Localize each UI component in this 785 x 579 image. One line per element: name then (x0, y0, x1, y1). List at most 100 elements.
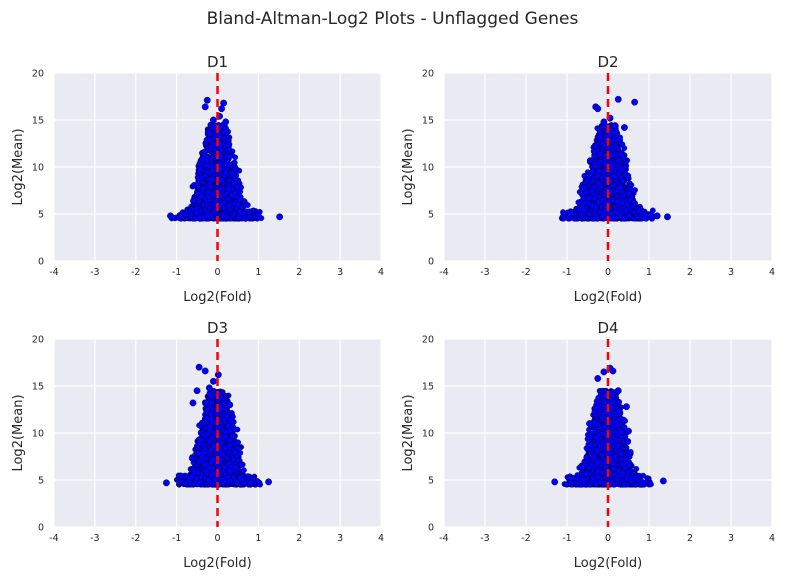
scatter-point (221, 205, 228, 211)
scatter-point (205, 189, 211, 196)
scatter-point (621, 171, 628, 178)
scatter-point (611, 167, 618, 173)
scatter-point (199, 419, 205, 426)
scatter-point (201, 367, 209, 375)
x-tick-label: -4 (439, 533, 448, 544)
y-axis-label: Log2(Mean) (11, 394, 26, 471)
scatter-point (204, 431, 211, 438)
scatter-point (225, 142, 232, 148)
x-tick-label: -2 (521, 533, 530, 544)
x-tick-label: 0 (605, 533, 611, 544)
y-tick-label: 0 (38, 523, 44, 534)
scatter-point (211, 455, 218, 462)
scatter-point (190, 198, 196, 204)
scatter-point (195, 470, 202, 476)
y-tick-label: 5 (428, 210, 434, 221)
y-tick-label: 10 (32, 429, 44, 440)
scatter-point (592, 163, 599, 170)
x-tick-label: 2 (296, 533, 302, 544)
scatter-point (591, 185, 597, 191)
scatter-point (203, 96, 211, 104)
x-tick-label: -4 (49, 267, 58, 278)
scatter-point (589, 168, 596, 175)
scatter-point (254, 212, 262, 220)
scatter-point (236, 209, 243, 215)
scatter-point (580, 207, 587, 213)
scatter-point (608, 215, 615, 222)
x-tick-label: 0 (214, 267, 220, 278)
scatter-point (592, 143, 599, 150)
scatter-point (619, 178, 626, 185)
x-tick-label: -3 (90, 267, 99, 278)
scatter-point (620, 192, 627, 199)
scatter-point (205, 477, 212, 483)
scatter-point (575, 199, 582, 206)
scatter-point (198, 193, 205, 199)
scatter-point (192, 215, 199, 222)
scatter-point (611, 123, 618, 130)
x-tick-label: 2 (687, 533, 693, 544)
scatter-point (590, 215, 597, 222)
scatter-point (196, 198, 203, 205)
x-tick-label: -2 (131, 267, 140, 278)
x-tick-label: -1 (172, 533, 181, 544)
scatter-point (188, 455, 195, 462)
x-tick-label: -2 (131, 533, 140, 544)
scatter-point (197, 478, 204, 485)
scatter-point (203, 213, 210, 220)
x-tick-label: 3 (728, 267, 734, 278)
scatter-point (276, 213, 284, 221)
scatter-point (236, 196, 243, 203)
y-tick-label: 15 (422, 116, 434, 127)
scatter-point (207, 438, 213, 445)
scatter-point (636, 206, 643, 213)
x-tick-label: 2 (296, 267, 302, 278)
scatter-point (222, 429, 229, 435)
scatter-point (202, 468, 209, 474)
y-tick-label: 15 (422, 382, 434, 393)
scatter-point (593, 204, 600, 211)
scatter-point (177, 213, 184, 220)
scatter-point (630, 202, 637, 209)
scatter-point (610, 197, 616, 204)
scatter-point (178, 472, 184, 479)
scatter-point (201, 446, 208, 452)
scatter-point (595, 168, 602, 175)
x-axis-label: Log2(Fold) (574, 290, 642, 305)
scatter-point (226, 153, 233, 160)
x-tick-label: 4 (769, 267, 775, 278)
y-tick-label: 0 (428, 523, 434, 534)
scatter-point (236, 214, 242, 220)
scatter-point (197, 166, 203, 173)
scatter-point (232, 449, 238, 456)
y-tick-label: 20 (32, 335, 44, 346)
subplot-d4: -4 -3 -2 -1 0 1 2 3 405101520D4Log2(Fold)Log2(Me… (401, 319, 775, 571)
x-tick-label: -3 (90, 533, 99, 544)
scatter-point (595, 199, 602, 206)
scatter-point (223, 213, 230, 220)
scatter-point (163, 479, 170, 487)
scatter-cloud (168, 121, 265, 222)
x-tick-label: 4 (378, 533, 384, 544)
scatter-point (224, 413, 230, 420)
scatter-point (241, 467, 247, 474)
scatter-point (622, 207, 629, 213)
scatter-point (626, 212, 632, 219)
y-tick-label: 15 (32, 116, 44, 127)
scatter-point (653, 212, 661, 220)
scatter-point (230, 413, 236, 420)
y-tick-label: 0 (38, 257, 44, 268)
x-axis-label: Log2(Fold) (574, 556, 642, 571)
subplot-title: D2 (597, 53, 618, 71)
x-tick-label: -1 (562, 267, 571, 278)
scatter-point (203, 157, 210, 164)
scatter-point (199, 454, 206, 461)
x-tick-label: -4 (49, 533, 58, 544)
scatter-point (619, 166, 625, 173)
scatter-point (560, 212, 568, 220)
scatter-point (183, 211, 189, 218)
scatter-point (247, 479, 254, 486)
scatter-point (633, 214, 640, 220)
scatter-point (594, 105, 602, 113)
